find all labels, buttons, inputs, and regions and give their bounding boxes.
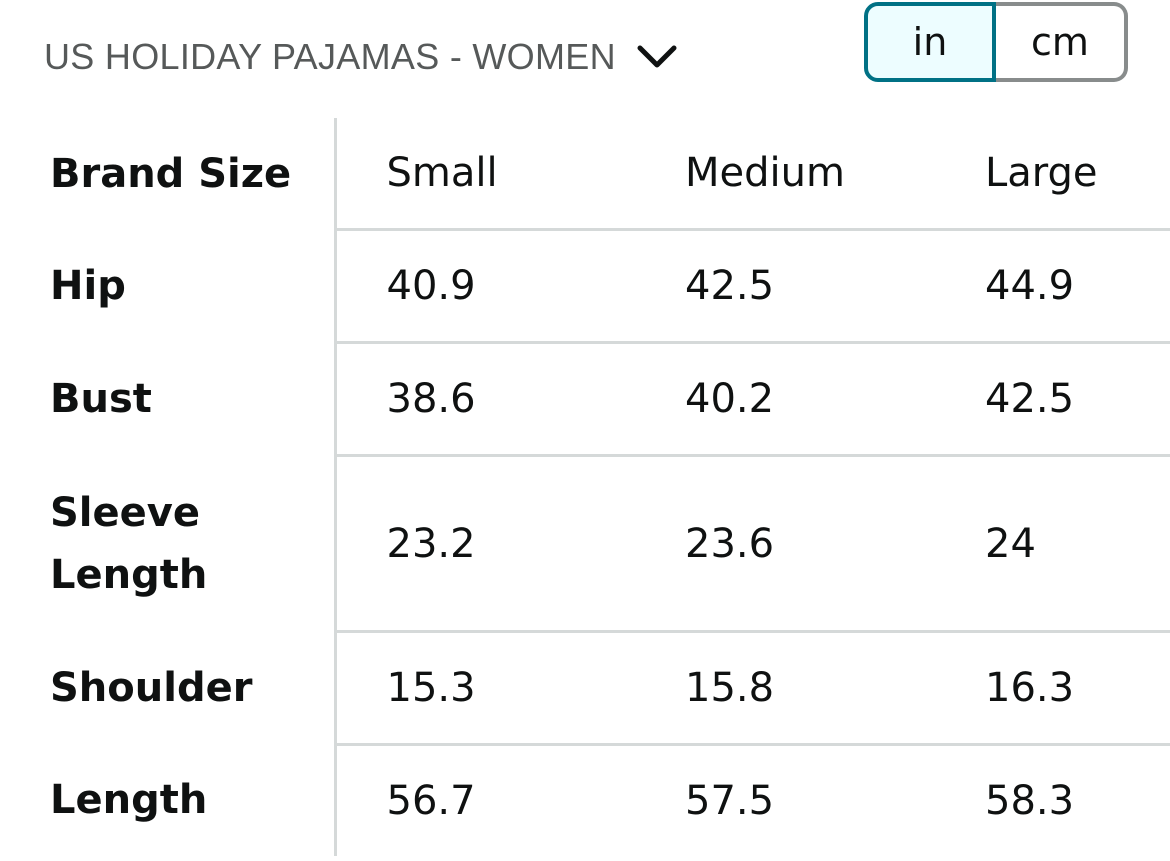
- row-label-shoulder: Shoulder: [0, 631, 337, 745]
- size-chart-header: US HOLIDAY PAJAMAS - WOMEN in cm: [0, 0, 1170, 110]
- row-label-length: Length: [0, 744, 337, 856]
- size-chart-selector-label: US HOLIDAY PAJAMAS - WOMEN: [44, 36, 616, 77]
- column-header-small: Small: [335, 118, 635, 231]
- table-row: Sleeve Length 23.2 23.6 24: [0, 455, 1170, 633]
- table-cell: 15.8: [635, 631, 935, 746]
- table-row: Shoulder 15.3 15.8 16.3: [0, 631, 1170, 746]
- table-cell: 15.3: [335, 631, 635, 746]
- table-cell: 40.2: [635, 342, 935, 457]
- size-chart-selector[interactable]: US HOLIDAY PAJAMAS - WOMEN: [44, 34, 678, 80]
- row-label-sleeve-length: Sleeve Length: [0, 455, 337, 632]
- column-header-large: Large: [935, 118, 1170, 231]
- row-label-brand-size: Brand Size: [0, 118, 337, 230]
- unit-inches-button[interactable]: in: [864, 2, 996, 82]
- table-row: Hip 40.9 42.5 44.9: [0, 229, 1170, 344]
- table-row: Length 56.7 57.5 58.3: [0, 744, 1170, 856]
- table-cell: 42.5: [635, 229, 935, 344]
- table-cell: 40.9: [335, 229, 635, 344]
- table-cell: 44.9: [935, 229, 1170, 344]
- table-cell: 58.3: [985, 778, 1075, 824]
- table-cell: 23.6: [635, 455, 935, 633]
- table-header-row: Brand Size Small Medium Large: [0, 118, 1170, 231]
- size-chart-table: Brand Size Small Medium Large Hip 40.9 4…: [0, 118, 1170, 856]
- table-cell: 42.5: [935, 342, 1170, 457]
- table-row: Bust 38.6 40.2 42.5: [0, 342, 1170, 457]
- table-cell: 57.5: [685, 778, 775, 824]
- row-label-bust: Bust: [0, 342, 337, 456]
- row-label-hip: Hip: [0, 229, 337, 343]
- table-cell: 24: [935, 455, 1170, 633]
- unit-centimeters-button[interactable]: cm: [996, 2, 1128, 82]
- table-cell: 38.6: [335, 342, 635, 457]
- column-header-medium: Medium: [635, 118, 935, 231]
- table-cell: 16.3: [935, 631, 1170, 746]
- chevron-down-icon[interactable]: [636, 36, 678, 78]
- unit-toggle: in cm: [864, 2, 1128, 82]
- table-cell: 23.2: [335, 455, 635, 633]
- table-cell: 56.7: [386, 778, 476, 824]
